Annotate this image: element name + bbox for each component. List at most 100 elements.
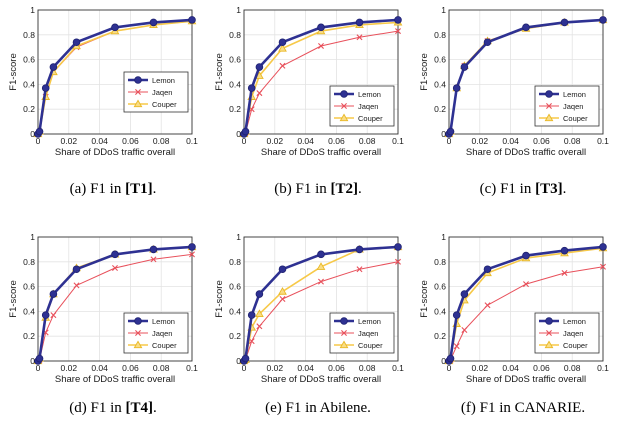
marker-lemon (278, 38, 287, 47)
marker-lemon (522, 251, 530, 260)
marker-lemon (49, 290, 58, 298)
panel-caption-2: (b) F1 in [T2]. (274, 181, 362, 197)
y-tick-label: 0.8 (229, 257, 241, 267)
y-tick-label: 0.4 (23, 306, 35, 316)
series-line-lemon (447, 245, 604, 362)
plot-frame (243, 236, 399, 362)
x-tick-label: 0.1 (597, 363, 609, 373)
y-tick-label: 0.6 (229, 55, 241, 65)
marker-couper (278, 287, 287, 295)
y-tick-label: 0.6 (434, 282, 446, 292)
marker-lemon (149, 245, 158, 254)
marker-lemon (340, 90, 348, 98)
series-line-lemon (242, 18, 399, 135)
marker-jaqen (561, 269, 568, 276)
y-tick-label: 0.8 (23, 30, 35, 40)
marker-jaqen (341, 330, 347, 336)
marker-jaqen (256, 90, 263, 97)
x-tick-label: 0.02 (267, 363, 284, 373)
x-tick-label: 0 (242, 136, 247, 146)
y-tick-label: 1 (30, 232, 35, 242)
y-tick-label: 0 (441, 129, 446, 139)
legend-label: Jaqen (152, 88, 172, 97)
x-tick-label: 0.1 (186, 136, 198, 146)
marker-jaqen (453, 343, 460, 350)
x-tick-label: 0.1 (186, 363, 198, 373)
y-axis-label: F1-score (8, 280, 19, 317)
series-line-lemon (447, 18, 604, 135)
x-tick-label: 0.04 (91, 136, 108, 146)
legend: Lemon Jaqen Couper (329, 85, 395, 127)
marker-lemon (255, 63, 264, 71)
marker-couper (339, 340, 349, 349)
x-axis-label: Share of DDoS traffic overall (55, 374, 175, 385)
marker-lemon (278, 265, 287, 274)
legend-label: Couper (563, 114, 588, 123)
chart-panel-3: 0 0.2 0.4 0.6 0.8 1 0 0.02 0.04 0.06 0.08 0.1 Share … (419, 5, 609, 158)
marker-lemon (188, 16, 196, 24)
caption-prefix: (b) (274, 181, 295, 197)
marker-couper (316, 262, 326, 270)
y-tick-label: 0.6 (23, 55, 35, 65)
panel-caption-4: (d) F1 in [T4]. (69, 400, 157, 416)
y-tick-label: 0.8 (229, 30, 241, 40)
marker-jaqen (356, 266, 363, 273)
x-tick-label: 0.04 (502, 363, 519, 373)
y-tick-label: 0.2 (23, 104, 35, 114)
x-axis-label: Share of DDoS traffic overall (466, 374, 586, 385)
marker-couper (544, 340, 554, 349)
marker-jaqen (135, 89, 141, 95)
x-tick-label: 0 (36, 363, 41, 373)
legend: Lemon Jaqen Couper (534, 312, 600, 354)
y-tick-label: 0.8 (23, 257, 35, 267)
marker-lemon (545, 90, 553, 98)
marker-lemon (599, 16, 607, 24)
x-tick-label: 0.08 (359, 136, 376, 146)
panel-caption-1: (a) F1 in [T1]. (70, 181, 157, 197)
caption-bold: [T4] (126, 400, 154, 416)
x-tick-label: 0.04 (91, 363, 108, 373)
caption-suffix: . (153, 400, 157, 416)
panel-caption-3: (c) F1 in [T3]. (480, 181, 567, 197)
x-tick-label: 0.02 (267, 136, 284, 146)
marker-lemon (599, 243, 607, 251)
marker-lemon (560, 246, 569, 255)
marker-lemon (247, 84, 256, 92)
marker-jaqen (395, 258, 401, 265)
plot-frame (37, 9, 193, 135)
marker-couper (278, 43, 287, 52)
caption-prefix: (c) (480, 181, 500, 197)
marker-jaqen (150, 256, 157, 263)
legend: Lemon Jaqen Couper (534, 85, 600, 127)
y-tick-label: 0 (30, 356, 35, 366)
marker-couper (255, 309, 264, 318)
marker-jaqen (395, 28, 401, 35)
marker-couper (133, 340, 143, 349)
y-tick-label: 0 (236, 129, 241, 139)
plot-frame (448, 236, 604, 362)
y-tick-label: 0.6 (23, 282, 35, 292)
marker-lemon (483, 265, 492, 274)
marker-jaqen (341, 103, 347, 109)
y-axis-label: F1-score (214, 53, 225, 90)
y-tick-label: 0.4 (229, 79, 241, 89)
x-axis-label: Share of DDoS traffic overall (55, 147, 175, 158)
caption-text: F1 in Abilene. (285, 400, 370, 416)
x-tick-label: 0.04 (502, 136, 519, 146)
caption-bold: [T3] (535, 181, 563, 197)
y-tick-label: 0.4 (229, 306, 241, 316)
marker-jaqen (189, 251, 195, 258)
x-tick-label: 0 (447, 363, 452, 373)
plot-frame (243, 9, 399, 135)
legend-label: Couper (152, 100, 177, 109)
legend: Lemon Jaqen Couper (329, 312, 395, 354)
marker-jaqen (256, 323, 263, 330)
x-tick-label: 0.1 (392, 363, 404, 373)
panel-caption-6: (f) F1 in CANARIE. (461, 400, 585, 416)
marker-jaqen (600, 263, 606, 270)
caption-bold: [T1] (125, 181, 153, 197)
x-tick-label: 0.04 (297, 136, 314, 146)
caption-text: F1 in (500, 181, 535, 197)
legend-label: Lemon (563, 90, 586, 99)
y-tick-label: 0.2 (229, 331, 241, 341)
